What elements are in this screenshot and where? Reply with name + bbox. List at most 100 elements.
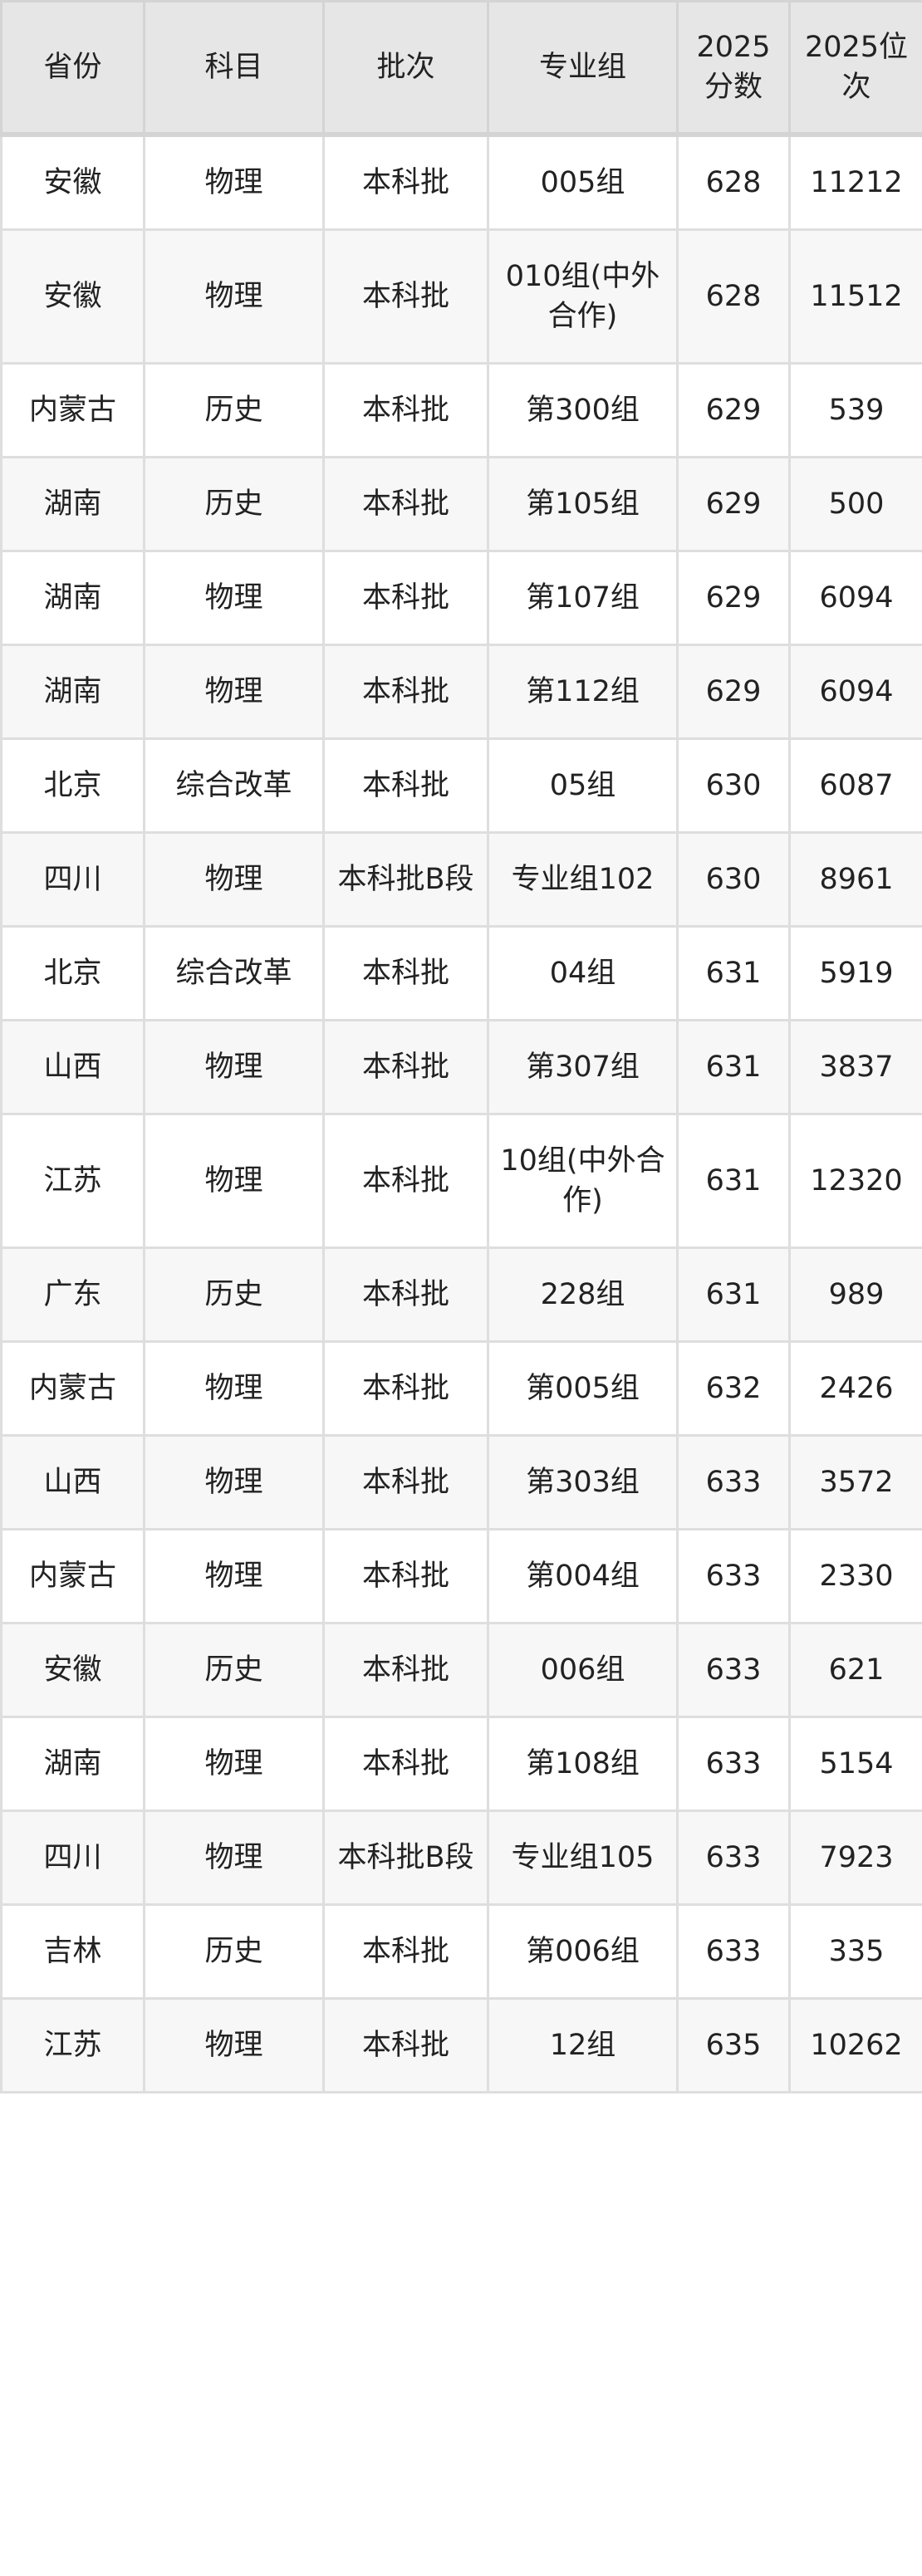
cell-major-group: 专业组105 <box>487 1810 679 1906</box>
cell-subject: 综合改革 <box>143 925 325 1021</box>
cell-score: 635 <box>676 1997 791 2094</box>
table-row: 北京 综合改革 本科批 04组 631 5919 <box>0 925 922 1021</box>
cell-batch: 本科批 <box>322 1903 489 2000</box>
cell-batch: 本科批 <box>322 1622 489 1718</box>
cell-major-group: 第105组 <box>487 456 679 552</box>
cell-score: 628 <box>676 228 791 365</box>
cell-major-group: 006组 <box>487 1622 679 1718</box>
cell-score: 633 <box>676 1434 791 1530</box>
cell-rank: 10262 <box>788 1997 922 2094</box>
cell-major-group: 010组(中外合作) <box>487 228 679 365</box>
cell-score: 629 <box>676 456 791 552</box>
cell-province: 湖南 <box>0 1716 145 1812</box>
cell-rank: 7923 <box>788 1810 922 1906</box>
cell-score: 633 <box>676 1903 791 2000</box>
table-row: 安徽 物理 本科批 010组(中外合作) 628 11512 <box>0 228 922 365</box>
cell-batch: 本科批 <box>322 362 489 458</box>
table-row: 湖南 物理 本科批 第107组 629 6094 <box>0 550 922 646</box>
cell-score: 631 <box>676 1113 791 1249</box>
cell-major-group: 05组 <box>487 737 679 834</box>
cell-subject: 历史 <box>143 1622 325 1718</box>
cell-score: 631 <box>676 1246 791 1343</box>
cell-batch: 本科批 <box>322 1716 489 1812</box>
cell-province: 湖南 <box>0 644 145 740</box>
cell-province: 内蒙古 <box>0 362 145 458</box>
cell-province: 山西 <box>0 1019 145 1115</box>
cell-major-group: 10组(中外合作) <box>487 1113 679 1249</box>
cell-province: 内蒙古 <box>0 1528 145 1624</box>
cell-rank: 6094 <box>788 550 922 646</box>
cell-rank: 6087 <box>788 737 922 834</box>
cell-subject: 物理 <box>143 1113 325 1249</box>
cell-subject: 物理 <box>143 228 325 365</box>
cell-batch: 本科批B段 <box>322 1810 489 1906</box>
cell-batch: 本科批 <box>322 1340 489 1437</box>
cell-subject: 物理 <box>143 1810 325 1906</box>
cell-score: 629 <box>676 362 791 458</box>
cell-score: 631 <box>676 925 791 1021</box>
cell-subject: 物理 <box>143 1997 325 2094</box>
cell-major-group: 专业组102 <box>487 831 679 928</box>
cell-province: 广东 <box>0 1246 145 1343</box>
cell-province: 湖南 <box>0 456 145 552</box>
table-row: 山西 物理 本科批 第307组 631 3837 <box>0 1019 922 1115</box>
table-row: 四川 物理 本科批B段 专业组105 633 7923 <box>0 1810 922 1906</box>
cell-major-group: 第300组 <box>487 362 679 458</box>
table-row: 内蒙古 物理 本科批 第004组 633 2330 <box>0 1528 922 1624</box>
table-row: 湖南 历史 本科批 第105组 629 500 <box>0 456 922 552</box>
table-row: 广东 历史 本科批 228组 631 989 <box>0 1246 922 1343</box>
cell-major-group: 第107组 <box>487 550 679 646</box>
table-row: 湖南 物理 本科批 第108组 633 5154 <box>0 1716 922 1812</box>
table-row: 内蒙古 历史 本科批 第300组 629 539 <box>0 362 922 458</box>
cell-subject: 物理 <box>143 1716 325 1812</box>
cell-rank: 12320 <box>788 1113 922 1249</box>
cell-batch: 本科批 <box>322 1997 489 2094</box>
cell-score: 628 <box>676 133 791 231</box>
cell-score: 631 <box>676 1019 791 1115</box>
cell-province: 四川 <box>0 1810 145 1906</box>
cell-major-group: 第307组 <box>487 1019 679 1115</box>
cell-score: 630 <box>676 831 791 928</box>
cell-rank: 3837 <box>788 1019 922 1115</box>
cell-subject: 物理 <box>143 133 325 231</box>
cell-score: 629 <box>676 550 791 646</box>
cell-score: 633 <box>676 1716 791 1812</box>
cell-subject: 物理 <box>143 1528 325 1624</box>
table-row: 江苏 物理 本科批 10组(中外合作) 631 12320 <box>0 1113 922 1249</box>
cell-batch: 本科批 <box>322 1246 489 1343</box>
cell-province: 吉林 <box>0 1903 145 2000</box>
header-rank: 2025位次 <box>788 0 922 136</box>
cell-province: 北京 <box>0 737 145 834</box>
table-row: 安徽 物理 本科批 005组 628 11212 <box>0 133 922 231</box>
cell-subject: 物理 <box>143 550 325 646</box>
cell-province: 江苏 <box>0 1997 145 2094</box>
cell-rank: 11212 <box>788 133 922 231</box>
cell-batch: 本科批 <box>322 1019 489 1115</box>
cell-province: 四川 <box>0 831 145 928</box>
table-body: 安徽 物理 本科批 005组 628 11212 安徽 物理 本科批 010组(中外合作) 628 1… <box>0 133 922 2094</box>
cell-subject: 物理 <box>143 1434 325 1530</box>
cell-batch: 本科批B段 <box>322 831 489 928</box>
cell-province: 内蒙古 <box>0 1340 145 1437</box>
cell-score: 633 <box>676 1622 791 1718</box>
cell-batch: 本科批 <box>322 644 489 740</box>
cell-province: 湖南 <box>0 550 145 646</box>
cell-batch: 本科批 <box>322 1113 489 1249</box>
cell-subject: 物理 <box>143 831 325 928</box>
cell-subject: 物理 <box>143 644 325 740</box>
cell-province: 江苏 <box>0 1113 145 1249</box>
table-row: 北京 综合改革 本科批 05组 630 6087 <box>0 737 922 834</box>
cell-rank: 2330 <box>788 1528 922 1624</box>
table-row: 内蒙古 物理 本科批 第005组 632 2426 <box>0 1340 922 1437</box>
cell-rank: 8961 <box>788 831 922 928</box>
cell-rank: 989 <box>788 1246 922 1343</box>
cell-subject: 物理 <box>143 1340 325 1437</box>
table-row: 安徽 历史 本科批 006组 633 621 <box>0 1622 922 1718</box>
cell-rank: 539 <box>788 362 922 458</box>
header-major-group: 专业组 <box>487 0 679 136</box>
cell-major-group: 第108组 <box>487 1716 679 1812</box>
cell-major-group: 第004组 <box>487 1528 679 1624</box>
cell-batch: 本科批 <box>322 1528 489 1624</box>
table-row: 吉林 历史 本科批 第006组 633 335 <box>0 1903 922 2000</box>
cell-major-group: 228组 <box>487 1246 679 1343</box>
